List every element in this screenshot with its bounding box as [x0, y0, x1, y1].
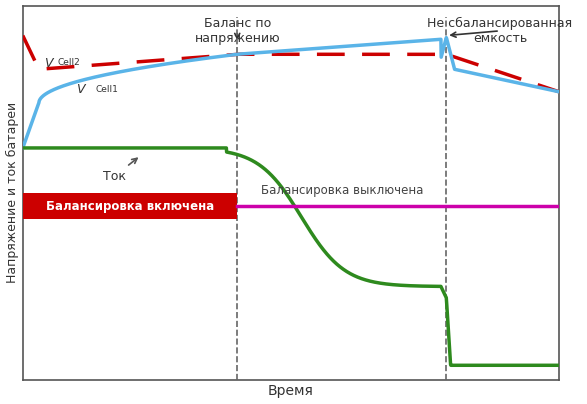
Text: V: V	[76, 83, 85, 97]
Y-axis label: Напряжение и ток батареи: Напряжение и ток батареи	[5, 102, 19, 284]
Bar	[23, 193, 237, 219]
Text: Балансировка выключена: Балансировка выключена	[261, 184, 423, 197]
Text: Ток: Ток	[103, 158, 137, 183]
Text: Баланс по
напряжению: Баланс по напряжению	[194, 17, 280, 45]
X-axis label: Время: Время	[268, 385, 314, 398]
Text: Cell1: Cell1	[95, 84, 118, 94]
Text: Балансировка включена: Балансировка включена	[46, 200, 214, 213]
Text: Cell2: Cell2	[58, 59, 80, 67]
Text: Не сбалансированная
емкость: Не сбалансированная емкость	[427, 17, 572, 45]
Text: V: V	[44, 57, 53, 70]
